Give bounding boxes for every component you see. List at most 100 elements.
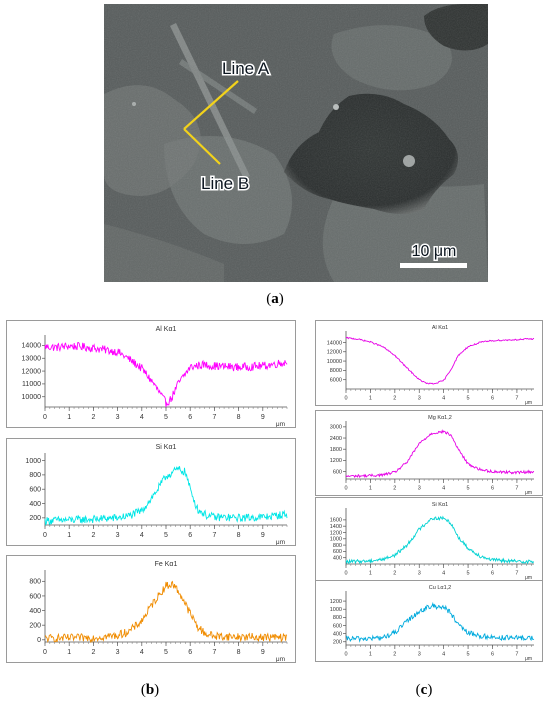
x-tick-label: 4 <box>442 396 445 402</box>
y-tick-label: 13000 <box>22 356 42 363</box>
x-tick-label: 2 <box>393 571 396 577</box>
line-a-marker <box>183 80 239 130</box>
y-tick-label: 8000 <box>330 368 342 374</box>
scale-bar-label: 10 μm <box>412 243 457 260</box>
y-tick-label: 12000 <box>327 350 342 356</box>
x-tick-label: 5 <box>164 532 168 539</box>
x-tick-label: 4 <box>442 652 445 658</box>
x-tick-label: 0 <box>344 571 347 577</box>
chart-title: Cu Lα1,2 <box>429 585 451 591</box>
x-tick-label: 1 <box>369 486 372 492</box>
x-tick-label: 8 <box>237 414 241 421</box>
profile-line <box>345 515 534 565</box>
x-tick-label: 3 <box>418 571 421 577</box>
y-tick-label: 400 <box>29 608 41 615</box>
y-tick-label: 400 <box>333 556 342 562</box>
caption-c: (c) <box>415 682 433 698</box>
x-tick-label: 9 <box>261 649 265 656</box>
x-tick-label: 5 <box>467 571 470 577</box>
panel-c-mg: Mg Kα1,2 0 1 2 3 4 5 6 7 μm 600 1200 1800 2400 3000 <box>315 410 543 496</box>
y-tick-label: 800 <box>333 543 342 549</box>
x-tick-label: 7 <box>515 571 518 577</box>
x-tick-label: 0 <box>344 486 347 492</box>
line-b-label: Line B <box>201 174 249 193</box>
x-tick-label: 7 <box>212 649 216 656</box>
y-tick-label: 1000 <box>25 458 41 465</box>
y-tick-label: 2400 <box>330 436 342 442</box>
x-unit-label: μm <box>276 656 285 662</box>
x-tick-label: 6 <box>491 652 494 658</box>
y-tick-label: 200 <box>333 640 342 646</box>
x-tick-label: 2 <box>91 532 95 539</box>
caption-b: (b) <box>140 682 160 698</box>
x-tick-label: 0 <box>43 649 47 656</box>
x-tick-label: 1 <box>369 652 372 658</box>
y-tick-label: 200 <box>29 515 41 522</box>
profile-line <box>345 601 535 643</box>
y-tick-label: 800 <box>29 472 41 479</box>
x-tick-label: 0 <box>344 396 347 402</box>
panel-b-fe: Fe Kα1 0 1 2 3 4 5 6 7 8 9 μm 0 200 400 600 800 <box>6 555 296 663</box>
x-tick-label: 6 <box>491 571 494 577</box>
x-tick-label: 4 <box>442 486 445 492</box>
x-tick-label: 2 <box>91 649 95 656</box>
x-tick-label: 1 <box>369 571 372 577</box>
line-b-marker <box>183 128 221 165</box>
x-tick-label: 6 <box>188 532 192 539</box>
x-unit-label: μm <box>525 490 532 495</box>
x-tick-label: 6 <box>188 414 192 421</box>
chart-title: Si Kα1 <box>432 502 448 508</box>
x-tick-label: 9 <box>261 414 265 421</box>
x-tick-label: 3 <box>418 396 421 402</box>
y-tick-label: 1600 <box>330 518 342 524</box>
x-tick-label: 5 <box>467 652 470 658</box>
x-tick-label: 7 <box>515 486 518 492</box>
y-tick-label: 400 <box>333 631 342 637</box>
x-unit-label: μm <box>525 575 532 580</box>
profile-line <box>345 336 535 385</box>
x-tick-label: 3 <box>418 486 421 492</box>
x-tick-label: 7 <box>515 652 518 658</box>
y-tick-label: 10000 <box>22 394 42 401</box>
caption-a: (a) <box>266 291 284 307</box>
chart-title: Al Kα1 <box>156 326 177 333</box>
y-tick-label: 600 <box>29 593 41 600</box>
y-tick-label: 1800 <box>330 447 342 453</box>
x-tick-label: 1 <box>369 396 372 402</box>
panel-c-al: Al Kα1 0 1 2 3 4 5 6 7 μm 6000 8000 10000 12000 14000 <box>315 320 543 406</box>
y-tick-label: 11000 <box>22 381 41 388</box>
x-tick-label: 2 <box>91 414 95 421</box>
x-tick-label: 3 <box>418 652 421 658</box>
x-tick-label: 6 <box>188 649 192 656</box>
x-tick-label: 4 <box>140 649 144 656</box>
x-tick-label: 8 <box>237 649 241 656</box>
y-tick-label: 1000 <box>330 607 342 613</box>
profile-line <box>44 580 288 644</box>
x-tick-label: 4 <box>442 571 445 577</box>
y-tick-label: 600 <box>333 549 342 555</box>
x-tick-label: 9 <box>261 532 265 539</box>
x-tick-label: 7 <box>212 532 216 539</box>
x-tick-label: 3 <box>116 649 120 656</box>
line-a-label: Line A <box>222 59 270 78</box>
y-tick-label: 800 <box>333 615 342 621</box>
x-unit-label: μm <box>276 421 285 427</box>
x-tick-label: 0 <box>344 652 347 658</box>
chart-title: Fe Kα1 <box>155 561 178 568</box>
panel-c-cu: Cu Lα1,2 0 1 2 3 4 5 6 7 μm 200 400 600 800 1000 1200 <box>315 580 543 662</box>
x-tick-label: 1 <box>67 532 71 539</box>
y-tick-label: 12000 <box>22 368 42 375</box>
y-tick-label: 200 <box>29 623 41 630</box>
scale-bar <box>400 263 467 268</box>
y-tick-label: 600 <box>333 623 342 629</box>
x-tick-label: 5 <box>164 414 168 421</box>
x-tick-label: 6 <box>491 396 494 402</box>
x-tick-label: 5 <box>467 486 470 492</box>
y-tick-label: 1400 <box>330 524 342 530</box>
x-tick-label: 2 <box>393 652 396 658</box>
y-tick-label: 600 <box>29 487 41 494</box>
sem-micrograph: Line A Line B 10 μm <box>104 4 488 282</box>
profile-line <box>44 466 288 527</box>
profile-line <box>44 342 288 408</box>
y-tick-label: 1200 <box>330 599 342 605</box>
